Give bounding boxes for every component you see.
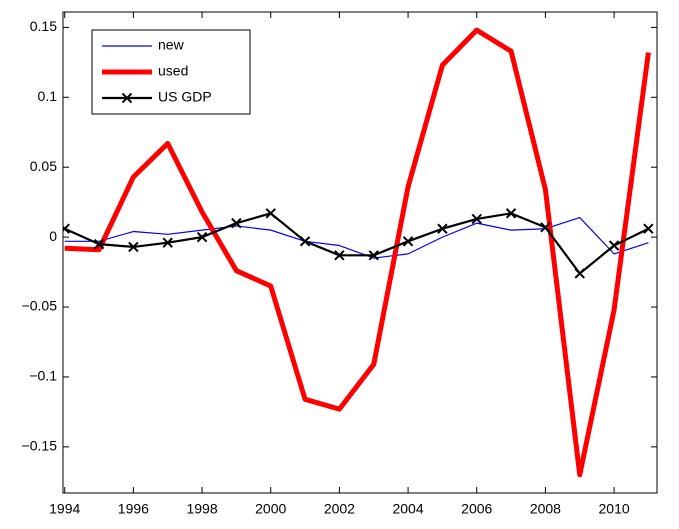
y-tick-label: −0.05: [22, 298, 58, 314]
marker: [608, 240, 620, 251]
series: [64, 27, 651, 478]
x-tick-label: 1994: [49, 501, 80, 517]
marker: [231, 217, 242, 229]
marker: [505, 208, 517, 219]
x-tick-label: 2000: [255, 501, 286, 517]
marker: [162, 237, 173, 248]
y-tick-label: 0.15: [30, 18, 57, 34]
marker: [299, 236, 311, 247]
x-tick-label: 2006: [461, 501, 492, 517]
x-tick-label: 1998: [186, 501, 217, 517]
marker: [402, 236, 414, 247]
marker: [93, 238, 105, 250]
series: [63, 208, 654, 279]
marker: [574, 268, 585, 279]
marker: [437, 223, 448, 234]
y-tick-label: −0.1: [29, 368, 57, 384]
marker: [196, 231, 208, 243]
legend-label: new: [158, 37, 185, 53]
legend-label: used: [158, 63, 188, 79]
line: [64, 27, 651, 478]
axes-box: [62, 11, 658, 494]
x-tick-label: 2004: [392, 501, 423, 517]
marker: [471, 213, 482, 225]
x-tick-label: 2002: [324, 501, 355, 517]
y-tick-label: −0.15: [22, 438, 58, 454]
marker: [63, 223, 70, 234]
x-tick-label: 2010: [599, 501, 630, 517]
legend-label: US GDP: [158, 89, 212, 105]
marker: [334, 250, 345, 261]
y-tick-label: 0: [49, 228, 57, 244]
marker: [368, 250, 379, 261]
x-tick-label: 2008: [530, 501, 561, 517]
marker: [643, 223, 654, 234]
marker: [540, 222, 551, 233]
line: [64, 212, 649, 275]
legend-marker: [121, 92, 133, 104]
marker: [265, 208, 276, 219]
marker: [128, 241, 139, 253]
x-tick-label: 1996: [118, 501, 149, 517]
y-tick-label: 0.05: [30, 158, 57, 174]
legend-x: [121, 92, 133, 104]
y-tick-label: 0.1: [38, 88, 58, 104]
